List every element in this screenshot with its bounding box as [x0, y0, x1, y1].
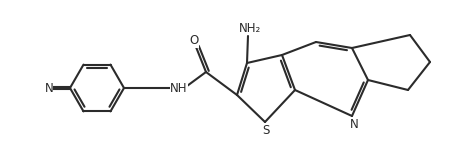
Text: NH: NH	[170, 81, 188, 95]
Text: N: N	[44, 81, 53, 95]
Text: O: O	[189, 35, 199, 47]
Text: NH₂: NH₂	[239, 21, 261, 35]
Text: S: S	[263, 123, 269, 136]
Text: N: N	[350, 117, 358, 131]
